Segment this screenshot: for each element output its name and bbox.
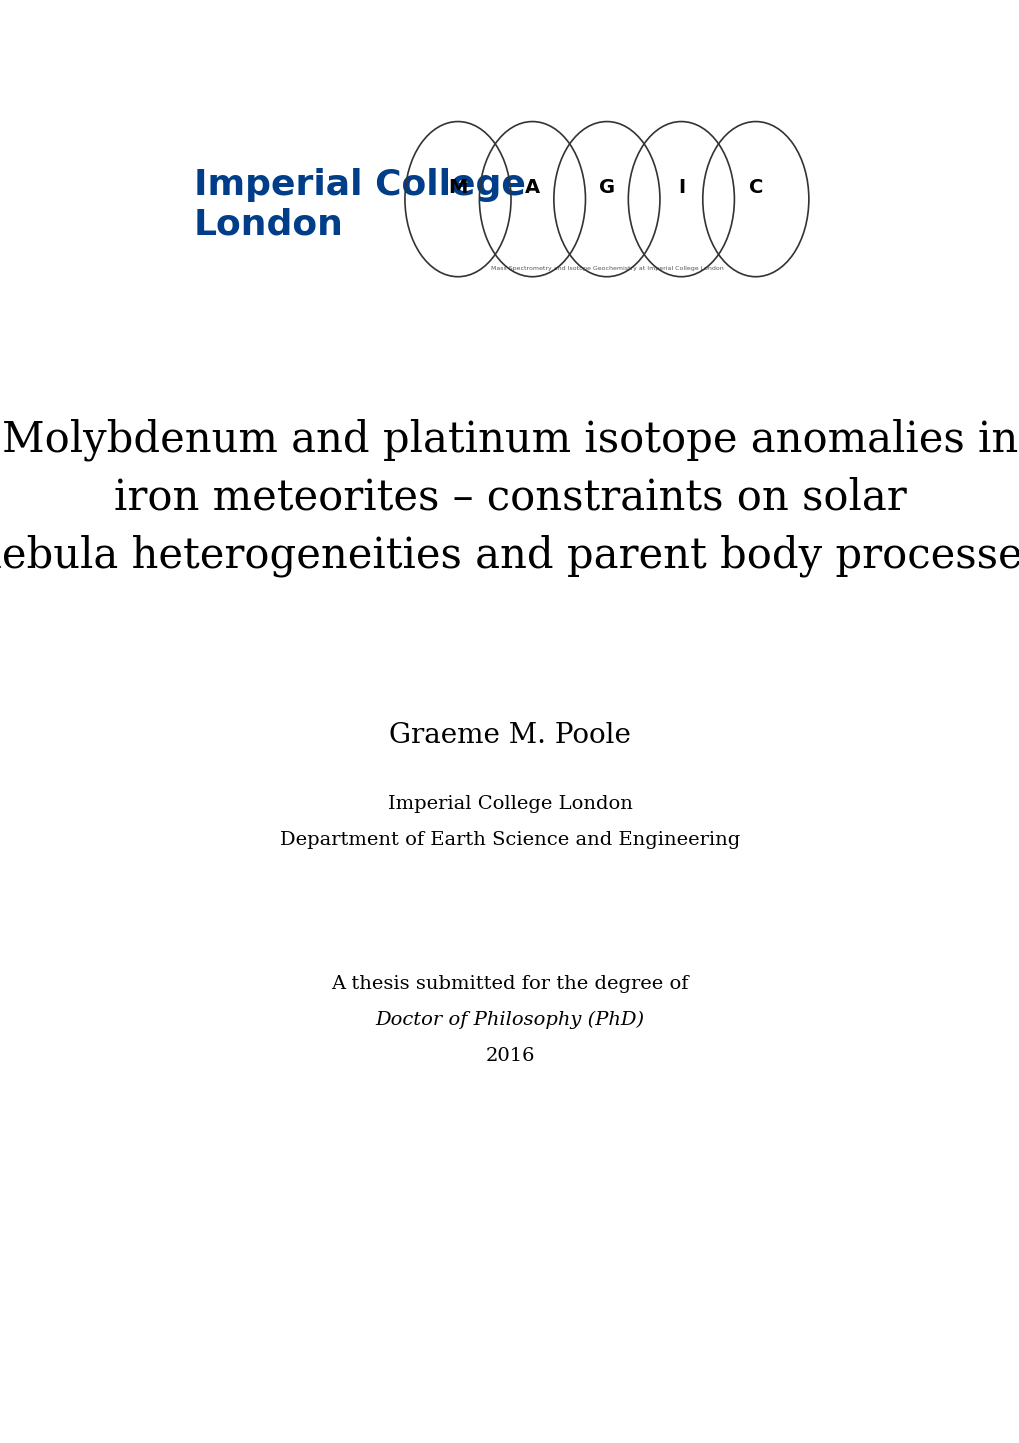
Text: C: C — [748, 177, 762, 198]
Text: nebula heterogeneities and parent body processes: nebula heterogeneities and parent body p… — [0, 534, 1019, 577]
Text: Doctor of Philosophy (PhD): Doctor of Philosophy (PhD) — [375, 1012, 644, 1029]
Text: Mass Spectrometry and Isotope Geochemistry at Imperial College London: Mass Spectrometry and Isotope Geochemist… — [490, 266, 722, 271]
Text: G: G — [598, 177, 614, 198]
Text: I: I — [678, 177, 684, 198]
Text: Molybdenum and platinum isotope anomalies in: Molybdenum and platinum isotope anomalie… — [2, 418, 1017, 462]
Text: Graeme M. Poole: Graeme M. Poole — [388, 723, 631, 749]
Text: A thesis submitted for the degree of: A thesis submitted for the degree of — [331, 975, 688, 993]
Text: M: M — [448, 177, 467, 198]
Text: Department of Earth Science and Engineering: Department of Earth Science and Engineer… — [279, 831, 740, 848]
Text: Imperial College London: Imperial College London — [387, 795, 632, 812]
Text: iron meteorites – constraints on solar: iron meteorites – constraints on solar — [113, 476, 906, 519]
Text: 2016: 2016 — [485, 1048, 534, 1065]
Text: Imperial College
London: Imperial College London — [194, 169, 525, 241]
Text: A: A — [525, 177, 539, 198]
